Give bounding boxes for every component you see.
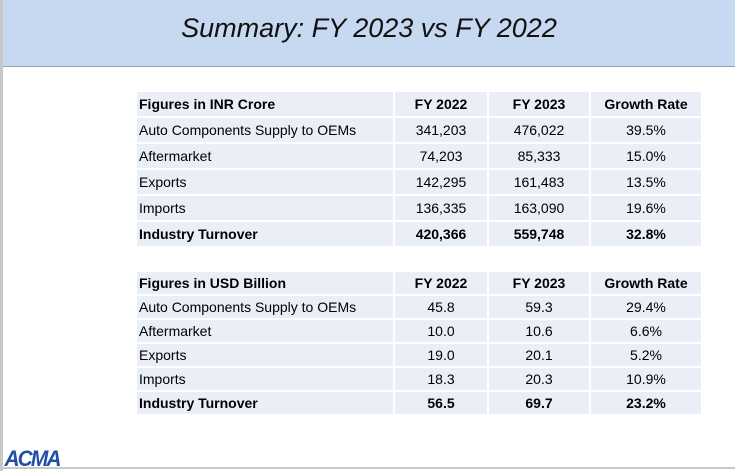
- column-header: Growth Rate: [589, 90, 703, 118]
- table-cell: 32.8%: [589, 220, 703, 248]
- table-cell: 18.3: [393, 366, 489, 392]
- table-cell: 10.0: [393, 318, 489, 344]
- table-cell: 56.5: [393, 390, 489, 416]
- table-row: Aftermarket 74,203 85,333 15.0%: [135, 142, 703, 170]
- table-cell: 10.6: [487, 318, 591, 344]
- bottom-border: [0, 467, 735, 469]
- table-row: Imports 18.3 20.3 10.9%: [135, 366, 703, 392]
- table-row: Auto Components Supply to OEMs 341,203 476…: [135, 116, 703, 144]
- table-header-row: Figures in INR Crore FY 2022 FY 2023 Growth…: [135, 90, 703, 118]
- slide-title: Summary: FY 2023 vs FY 2022: [181, 13, 557, 43]
- table-row: Industry Turnover 420,366 559,748 32.8%: [135, 220, 703, 248]
- table-cell: 5.2%: [589, 342, 703, 368]
- table-cell: 39.5%: [589, 116, 703, 144]
- table-cell: Industry Turnover: [135, 390, 395, 416]
- acma-logo: ACMA: [4, 446, 61, 471]
- table-cell: 19.0: [393, 342, 489, 368]
- table-cell: 13.5%: [589, 168, 703, 196]
- table-cell: Exports: [135, 342, 395, 368]
- table-cell: 476,022: [487, 116, 591, 144]
- table-cell: 163,090: [487, 194, 591, 222]
- table-cell: Imports: [135, 366, 395, 392]
- table-cell: 45.8: [393, 294, 489, 320]
- column-header: FY 2023: [487, 90, 591, 118]
- table-cell: 20.3: [487, 366, 591, 392]
- table-cell: Industry Turnover: [135, 220, 395, 248]
- table-cell: Exports: [135, 168, 395, 196]
- table-cell: 142,295: [393, 168, 489, 196]
- table-cell: 6.6%: [589, 318, 703, 344]
- column-header: Growth Rate: [589, 270, 703, 296]
- table-header-row: Figures in USD Billion FY 2022 FY 2023 Grow…: [135, 270, 703, 296]
- table-cell: 10.9%: [589, 366, 703, 392]
- table-cell: 19.6%: [589, 194, 703, 222]
- table-cell: 341,203: [393, 116, 489, 144]
- column-header: Figures in INR Crore: [135, 90, 395, 118]
- column-header: FY 2022: [393, 90, 489, 118]
- table-cell: 20.1: [487, 342, 591, 368]
- table-cell: 69.7: [487, 390, 591, 416]
- table-cell: Auto Components Supply to OEMs: [135, 116, 395, 144]
- inr-table: Figures in INR Crore FY 2022 FY 2023 Growth…: [135, 90, 703, 248]
- table-row: Imports 136,335 163,090 19.6%: [135, 194, 703, 222]
- table-cell: 15.0%: [589, 142, 703, 170]
- table-cell: 559,748: [487, 220, 591, 248]
- table-cell: Aftermarket: [135, 142, 395, 170]
- table-cell: 29.4%: [589, 294, 703, 320]
- column-header: FY 2023: [487, 270, 591, 296]
- table-cell: 420,366: [393, 220, 489, 248]
- table-cell: 136,335: [393, 194, 489, 222]
- usd-table: Figures in USD Billion FY 2022 FY 2023 Grow…: [135, 270, 703, 416]
- column-header: FY 2022: [393, 270, 489, 296]
- table-cell: 161,483: [487, 168, 591, 196]
- table-cell: Auto Components Supply to OEMs: [135, 294, 395, 320]
- table-cell: 59.3: [487, 294, 591, 320]
- table-row: Aftermarket 10.0 10.6 6.6%: [135, 318, 703, 344]
- table-row: Exports 142,295 161,483 13.5%: [135, 168, 703, 196]
- title-banner: Summary: FY 2023 vs FY 2022: [3, 0, 735, 67]
- column-header: Figures in USD Billion: [135, 270, 395, 296]
- table-cell: 74,203: [393, 142, 489, 170]
- table-row: Exports 19.0 20.1 5.2%: [135, 342, 703, 368]
- table-cell: 85,333: [487, 142, 591, 170]
- table-cell: Imports: [135, 194, 395, 222]
- table-cell: 23.2%: [589, 390, 703, 416]
- table-cell: Aftermarket: [135, 318, 395, 344]
- table-row: Industry Turnover 56.5 69.7 23.2%: [135, 390, 703, 416]
- table-row: Auto Components Supply to OEMs 45.8 59.3 29…: [135, 294, 703, 320]
- left-border: [0, 0, 3, 471]
